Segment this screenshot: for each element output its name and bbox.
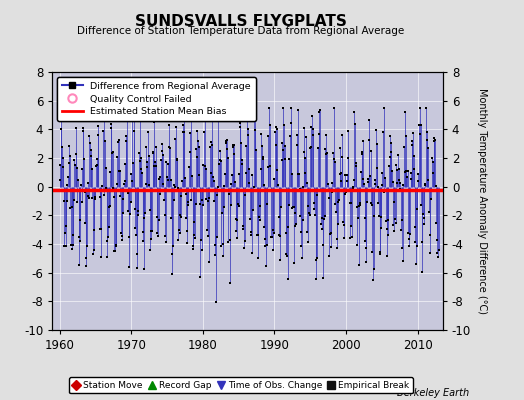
Text: Difference of Station Temperature Data from Regional Average: Difference of Station Temperature Data f… [78,26,405,36]
Legend: Station Move, Record Gap, Time of Obs. Change, Empirical Break: Station Move, Record Gap, Time of Obs. C… [69,377,413,394]
Text: Berkeley Earth: Berkeley Earth [397,388,469,398]
Y-axis label: Monthly Temperature Anomaly Difference (°C): Monthly Temperature Anomaly Difference (… [477,88,487,314]
Text: SUNDSVALLS FLYGPLATS: SUNDSVALLS FLYGPLATS [135,14,347,29]
Legend: Difference from Regional Average, Quality Control Failed, Estimated Station Mean: Difference from Regional Average, Qualit… [57,77,256,121]
